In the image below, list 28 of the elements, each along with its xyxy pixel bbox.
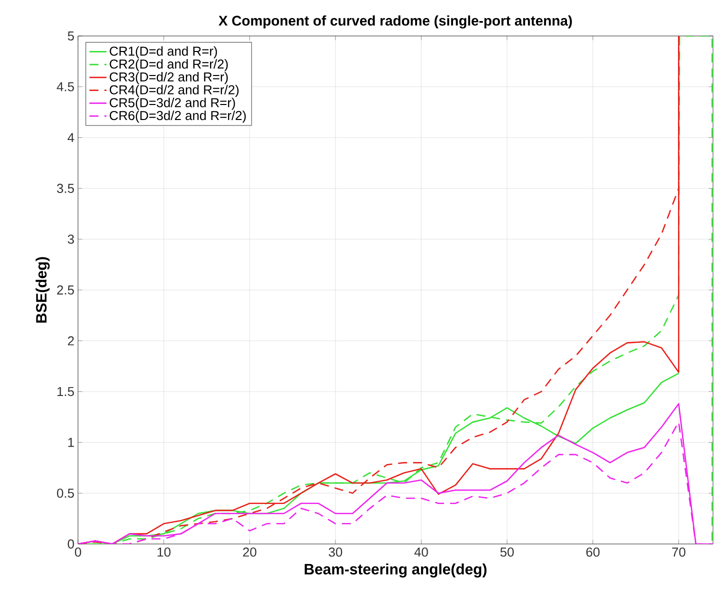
legend-label: CR6(D=3d/2 and R=r/2) <box>110 110 246 123</box>
y-tick-label: 3 <box>68 234 74 244</box>
legend-label: CR1(D=d and R=r) <box>110 46 217 58</box>
legend-label: CR2(D=d and R=r/2) <box>110 59 228 72</box>
y-tick-label: 4.5 <box>56 82 74 92</box>
x-tick-label: 40 <box>414 548 428 557</box>
y-tick-label: 0 <box>68 539 74 549</box>
x-tick-label: 10 <box>158 548 171 557</box>
x-tick-label: 20 <box>243 548 256 557</box>
x-axis-title: Beam-steering angle(deg) <box>304 564 486 578</box>
chart-title: X Component of curved radome (single-port antenna) <box>218 15 572 28</box>
x-tick-label: 70 <box>672 548 686 557</box>
x-tick-label: 0 <box>74 548 82 557</box>
legend-label: CR5(D=3d/2 and R=r) <box>110 98 235 110</box>
x-tick-label: 30 <box>328 548 342 557</box>
y-tick-label: 1 <box>68 438 74 447</box>
legend-label: CR3(D=d/2 and R=r) <box>110 72 228 84</box>
y-tick-label: 2 <box>68 336 74 346</box>
y-tick-label: 4 <box>68 133 74 142</box>
y-tick-label: 5 <box>68 31 74 40</box>
y-axis-title: BSE(deg) <box>36 257 50 323</box>
x-tick-label: 60 <box>586 548 600 557</box>
y-tick-label: 3.5 <box>56 184 74 193</box>
y-tick-label: 1.5 <box>57 387 74 396</box>
y-tick-label: 2.5 <box>57 285 74 295</box>
legend-label: CR4(D=d/2 and R=r/2) <box>110 84 239 97</box>
y-tick-label: 0.5 <box>56 488 74 498</box>
x-tick-label: 50 <box>500 548 514 557</box>
